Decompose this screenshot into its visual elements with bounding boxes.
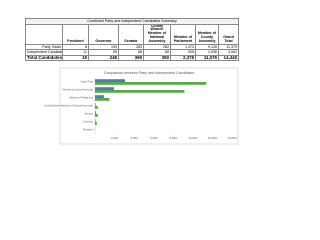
page: Combined Party and Independent Candidate… [24,18,240,145]
x-tick-label: 6,000 [150,136,158,140]
bar [95,106,98,109]
x-tick-label: - [95,136,96,140]
x-tick-label: 8,000 [170,136,178,140]
column-header: President [62,23,89,45]
bar [95,79,125,82]
x-tick-label: 14,000 [227,136,237,140]
bar [95,98,110,101]
y-tick-label: Grand Total [81,81,94,84]
bar [95,111,96,114]
bar [95,114,98,117]
summary-table: Combined Party and Independent Candidate… [24,18,240,62]
y-tick-label: Member of County Assembly [62,89,93,92]
bar [95,119,96,122]
x-tick-label: 12,000 [208,136,218,140]
x-tick-label: 2,000 [111,136,119,140]
y-tick-label: County Women Member of National Assembly [44,105,94,108]
y-tick-label: Governor [83,121,93,124]
y-tick-label: President [83,129,93,132]
table-cell: 14,440 [217,54,240,62]
table-row: Party Totals 8 193 283 282 1,473 9,140 11,379 [25,43,240,51]
y-tick-label: Senator [85,113,94,116]
bar [95,95,104,98]
bar [95,103,96,106]
bar [95,90,185,93]
table-row: President Governor Senator County Women Mem… [25,23,240,45]
x-tick-label: 10,000 [188,136,198,140]
x-tick-label: 4,000 [130,136,138,140]
y-tick-label: Member of Parliament [69,97,93,100]
bar [95,87,114,90]
table-row: Total Candidates 19 248 369 350 2,378 11,076 14… [25,54,240,62]
column-header: Grand Total [217,23,240,45]
column-header: Member of Parliament [170,23,196,45]
chart-frame [59,67,239,145]
column-header: Governor [88,23,119,45]
bar [95,122,97,125]
chart: Comparison between Party and Independent… [44,67,239,145]
column-header: Member of County Assembly [195,23,219,45]
column-header: County Women Member of National Assembly [143,23,171,45]
bar [95,82,207,85]
chart-title: Comparison between Party and Independent… [104,71,195,75]
